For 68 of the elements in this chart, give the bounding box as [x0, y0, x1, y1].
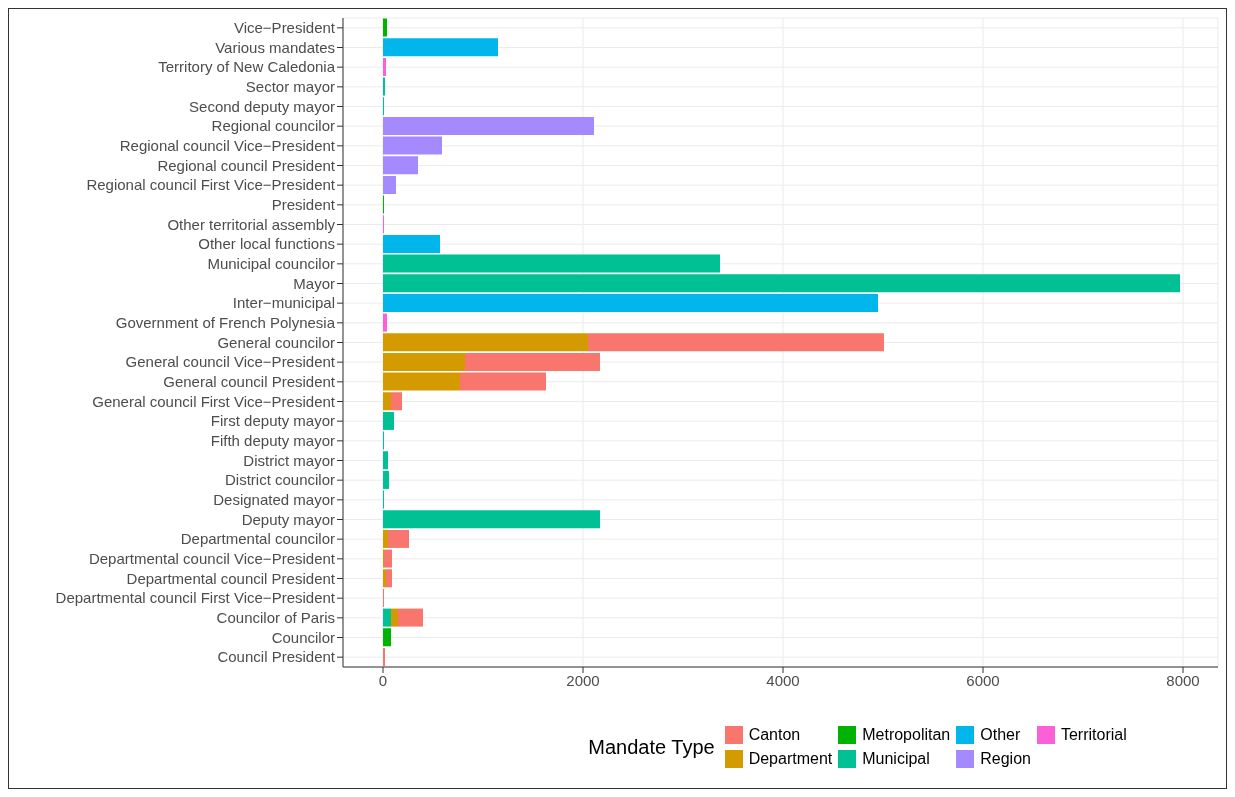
y-tick-label: Designated mayor: [213, 491, 335, 509]
y-tick-label: Council President: [217, 648, 336, 666]
bar: [391, 608, 398, 627]
y-tick-label: Departmental councilor: [180, 530, 335, 548]
y-tick-label: Councilor: [271, 628, 335, 646]
y-tick-label: Councilor of Paris: [216, 609, 335, 627]
bar: [465, 352, 600, 371]
y-tick-label: Other territorial assembly: [167, 215, 336, 233]
x-tick-label: 2000: [566, 671, 600, 689]
y-tick-label: Second deputy mayor: [189, 97, 335, 115]
legend-label: Region: [980, 750, 1031, 768]
bar: [383, 470, 389, 489]
y-tick-label: General council First Vice−President: [92, 392, 336, 410]
bar: [383, 352, 465, 371]
y-tick-label: Mayor: [293, 274, 335, 292]
y-tick-label: General councilor: [217, 333, 335, 351]
bar: [383, 234, 440, 253]
y-tick-label: Inter−municipal: [232, 294, 335, 312]
y-tick-label: Deputy mayor: [241, 510, 335, 528]
bar: [383, 628, 391, 647]
legend-label: Canton: [748, 726, 801, 744]
y-tick-label: President: [271, 196, 336, 214]
y-tick-label: Other local functions: [198, 235, 335, 253]
bar: [388, 529, 409, 548]
bar: [383, 529, 388, 548]
x-tick-label: 6000: [966, 671, 1000, 689]
y-tick-label: Regional councilor: [211, 117, 335, 135]
bar: [383, 38, 498, 57]
y-tick-label: District councilor: [224, 471, 335, 489]
bar: [383, 313, 387, 332]
y-tick-label: Fifth deputy mayor: [210, 432, 335, 450]
legend-label: Department: [748, 750, 833, 768]
y-tick-label: Vice−President: [233, 19, 336, 37]
legend-label: Other: [980, 726, 1021, 744]
bar: [398, 608, 423, 627]
y-tick-label: Departmental council Vice−President: [88, 550, 336, 568]
bar: [383, 18, 387, 37]
y-tick-label: Sector mayor: [245, 78, 335, 96]
bar: [383, 116, 594, 135]
y-tick-label: General council President: [163, 373, 336, 391]
legend-label: Metropolitan: [862, 726, 951, 744]
y-tick-label: Territory of New Caledonia: [158, 58, 336, 76]
y-tick-label: General council Vice−President: [125, 353, 336, 371]
bar: [383, 57, 386, 76]
x-tick-label: 0: [378, 671, 388, 689]
y-tick-label: First deputy mayor: [210, 412, 335, 430]
bar: [383, 175, 396, 194]
y-tick-label: Government of French Polynesia: [115, 314, 336, 332]
legend-label: Municipal: [862, 750, 930, 768]
y-tick-label: Regional council President: [157, 156, 336, 174]
y-tick-label: Regional council First Vice−President: [86, 176, 336, 194]
y-tick-label: District mayor: [243, 451, 335, 469]
x-tick-label: 8000: [1166, 671, 1200, 689]
bar: [588, 333, 884, 352]
bar: [383, 608, 391, 627]
bar: [391, 392, 402, 411]
y-tick-label: Departmental council President: [126, 569, 336, 587]
y-tick-label: Various mandates: [215, 38, 335, 56]
y-tick-label: Departmental council First Vice−President: [55, 589, 336, 607]
bar: [460, 372, 546, 391]
bar: [383, 411, 394, 430]
legend-label: Territorial: [1060, 726, 1127, 744]
x-tick-label: 4000: [766, 671, 800, 689]
bar: [383, 333, 588, 352]
legend-title: Mandate Type: [588, 735, 715, 759]
y-tick-label: Regional council Vice−President: [119, 137, 336, 155]
bar: [383, 293, 878, 312]
y-tick-label: Municipal councilor: [207, 255, 335, 273]
